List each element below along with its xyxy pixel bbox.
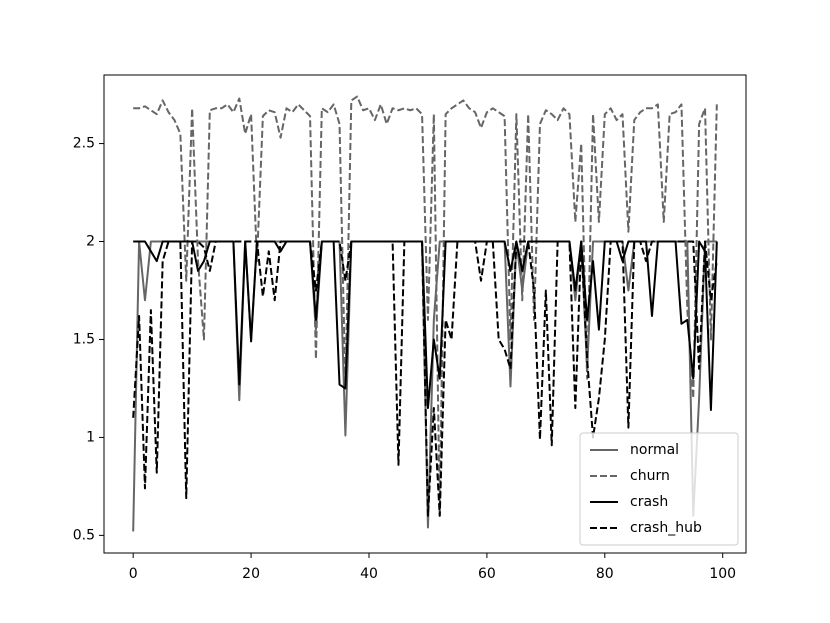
legend-label: crash_hub (630, 520, 702, 536)
series-line (133, 95, 718, 517)
x-tick-label: 60 (478, 566, 496, 582)
legend-box (579, 432, 739, 546)
y-tick-label: 2 (86, 234, 95, 250)
x-tick-label: 80 (596, 566, 614, 582)
legend: normal churn crash crash_hub (579, 432, 739, 546)
y-tick-label: 1.5 (73, 331, 95, 347)
y-tick-label: 1 (86, 429, 95, 445)
y-tick-label: 0.5 (73, 527, 95, 543)
y-tick-label: 2.5 (73, 136, 95, 152)
legend-label: crash (630, 494, 668, 510)
series-line (132, 240, 718, 517)
x-tick-label: 40 (360, 566, 378, 582)
legend-label: churn (630, 468, 670, 484)
x-tick-label: 0 (129, 566, 138, 582)
x-tick-label: 20 (242, 566, 260, 582)
legend-label: normal (630, 442, 679, 458)
x-tick-label: 100 (709, 566, 736, 582)
axes-frame (103, 74, 747, 554)
